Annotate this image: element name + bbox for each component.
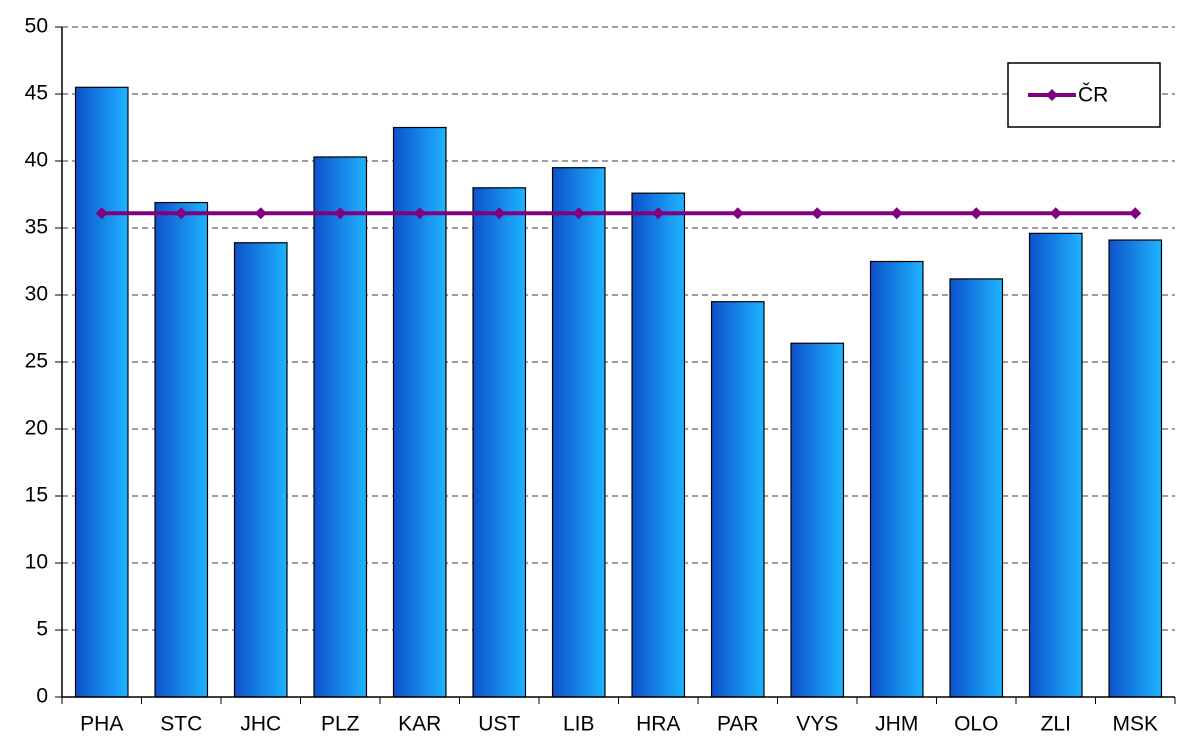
x-tick-label: HRA xyxy=(636,713,680,736)
x-tick-label: KAR xyxy=(398,713,441,736)
bar-shade xyxy=(392,126,447,698)
marker xyxy=(811,207,824,220)
y-tick-label: 20 xyxy=(25,417,48,440)
bar-shade xyxy=(949,278,1004,698)
bar-shade xyxy=(74,86,129,698)
x-tick-label: JHC xyxy=(240,713,281,736)
x-tick-label: ZLI xyxy=(1041,713,1071,736)
marker xyxy=(652,207,665,220)
legend-label: ČR xyxy=(1078,84,1108,107)
x-tick-label: OLO xyxy=(954,713,998,736)
marker xyxy=(254,207,267,220)
y-tick-label: 0 xyxy=(36,685,48,708)
x-tick-label: STC xyxy=(160,713,202,736)
x-tick-label: PAR xyxy=(717,713,759,736)
marker xyxy=(175,207,188,220)
bar-shade xyxy=(1108,239,1163,698)
x-tick-label: VYS xyxy=(796,713,838,736)
x-tick-label: MSK xyxy=(1112,713,1158,736)
marker xyxy=(413,207,426,220)
bar-shade xyxy=(233,242,288,698)
bar-shade xyxy=(472,187,527,698)
y-tick-label: 15 xyxy=(25,484,48,507)
bar-shade xyxy=(631,192,686,698)
bar-shade xyxy=(790,342,845,698)
x-tick-label: PHA xyxy=(80,713,123,736)
bar-shade xyxy=(710,301,765,698)
y-tick-label: 50 xyxy=(25,15,48,38)
y-tick-label: 10 xyxy=(25,551,48,574)
marker xyxy=(1049,207,1062,220)
x-tick-label: JHM xyxy=(875,713,918,736)
bar-shade xyxy=(1028,232,1083,698)
marker xyxy=(572,207,585,220)
bar-shade xyxy=(154,201,209,698)
y-tick-label: 25 xyxy=(25,350,48,373)
marker xyxy=(334,207,347,220)
marker xyxy=(1129,207,1142,220)
marker xyxy=(95,207,108,220)
bar-shade xyxy=(869,260,924,698)
marker xyxy=(970,207,983,220)
legend-marker xyxy=(1046,89,1058,101)
y-tick-label: 45 xyxy=(25,82,48,105)
y-tick-label: 5 xyxy=(36,618,48,641)
y-tick-label: 40 xyxy=(25,149,48,172)
y-tick-label: 30 xyxy=(25,283,48,306)
marker xyxy=(731,207,744,220)
x-tick-label: UST xyxy=(478,713,520,736)
x-tick-label: PLZ xyxy=(321,713,360,736)
bar-shade xyxy=(551,167,606,698)
bar-shade xyxy=(313,156,368,698)
marker xyxy=(493,207,506,220)
y-tick-label: 35 xyxy=(25,216,48,239)
x-tick-label: LIB xyxy=(563,713,595,736)
marker xyxy=(890,207,903,220)
